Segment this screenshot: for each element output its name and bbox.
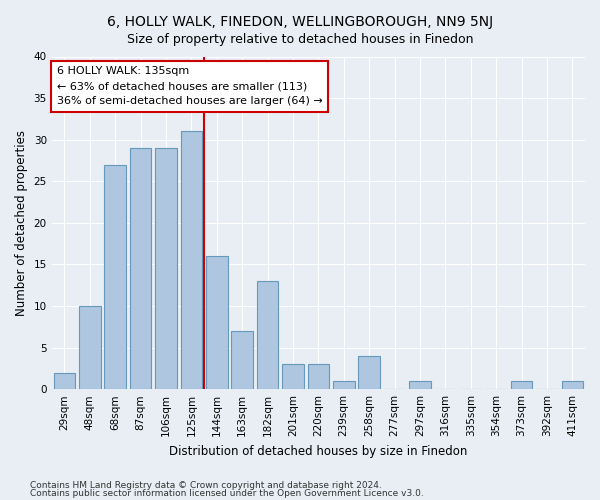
- Y-axis label: Number of detached properties: Number of detached properties: [15, 130, 28, 316]
- Bar: [79, 306, 101, 389]
- Text: Contains public sector information licensed under the Open Government Licence v3: Contains public sector information licen…: [30, 489, 424, 498]
- Bar: [206, 256, 227, 389]
- Bar: [104, 164, 126, 389]
- Bar: [308, 364, 329, 389]
- X-axis label: Distribution of detached houses by size in Finedon: Distribution of detached houses by size …: [169, 444, 467, 458]
- Text: 6, HOLLY WALK, FINEDON, WELLINGBOROUGH, NN9 5NJ: 6, HOLLY WALK, FINEDON, WELLINGBOROUGH, …: [107, 15, 493, 29]
- Bar: [358, 356, 380, 389]
- Bar: [53, 372, 75, 389]
- Bar: [130, 148, 151, 389]
- Bar: [232, 331, 253, 389]
- Bar: [155, 148, 177, 389]
- Text: 6 HOLLY WALK: 135sqm
← 63% of detached houses are smaller (113)
36% of semi-deta: 6 HOLLY WALK: 135sqm ← 63% of detached h…: [57, 66, 323, 106]
- Text: Size of property relative to detached houses in Finedon: Size of property relative to detached ho…: [127, 32, 473, 46]
- Bar: [257, 281, 278, 389]
- Text: Contains HM Land Registry data © Crown copyright and database right 2024.: Contains HM Land Registry data © Crown c…: [30, 480, 382, 490]
- Bar: [511, 381, 532, 389]
- Bar: [333, 381, 355, 389]
- Bar: [181, 132, 202, 389]
- Bar: [282, 364, 304, 389]
- Bar: [409, 381, 431, 389]
- Bar: [562, 381, 583, 389]
